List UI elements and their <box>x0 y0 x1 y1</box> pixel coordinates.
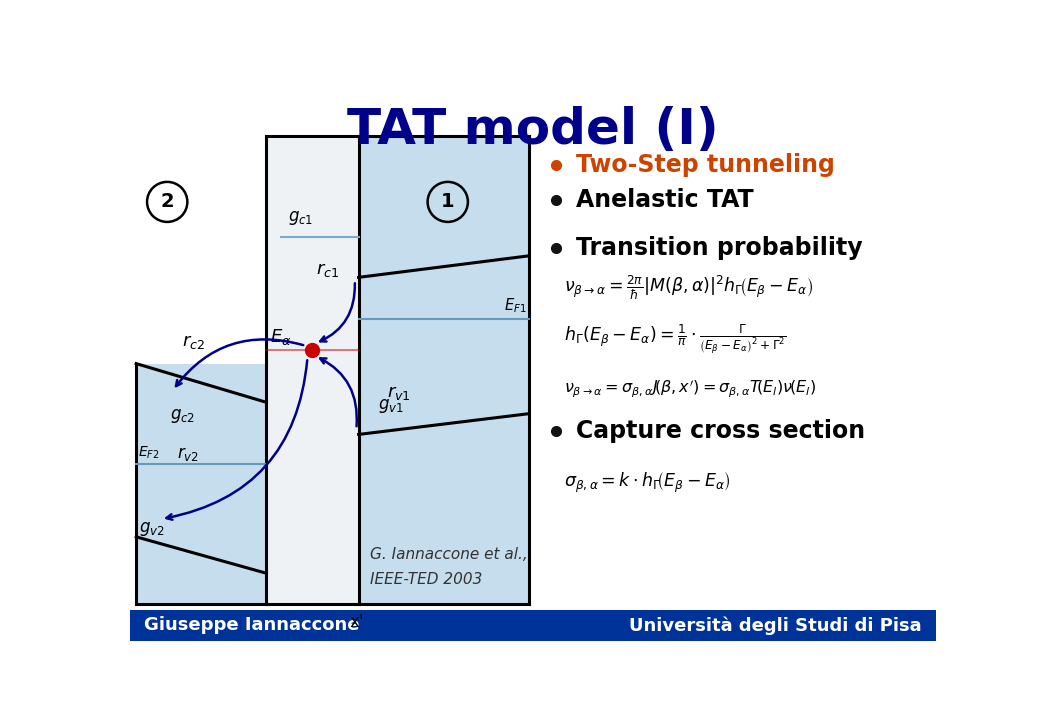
Text: TAT model (I): TAT model (I) <box>347 106 719 153</box>
Text: $\nu_{\beta\rightarrow\alpha} = \frac{2\pi}{\hbar}\left|M\left(\beta,\alpha\righ: $\nu_{\beta\rightarrow\alpha} = \frac{2\… <box>564 274 813 302</box>
Text: 2: 2 <box>160 192 174 212</box>
Text: x': x' <box>349 613 364 631</box>
Bar <box>136 364 265 604</box>
Text: IEEE-TED 2003: IEEE-TED 2003 <box>370 572 483 587</box>
Text: G. Iannaccone et al.,: G. Iannaccone et al., <box>370 547 528 562</box>
Text: Giuseppe Iannaccone: Giuseppe Iannaccone <box>144 616 360 634</box>
Text: Transition probability: Transition probability <box>575 236 862 260</box>
Text: $E_{\alpha}$: $E_{\alpha}$ <box>269 327 291 346</box>
Text: Capture cross section: Capture cross section <box>575 419 864 444</box>
Text: $g_{c1}$: $g_{c1}$ <box>288 209 313 227</box>
Text: 1: 1 <box>441 192 454 212</box>
Text: $g_{v1}$: $g_{v1}$ <box>378 397 404 415</box>
Text: $r_{c2}$: $r_{c2}$ <box>182 333 205 351</box>
Bar <box>359 137 529 604</box>
Text: Università degli Studi di Pisa: Università degli Studi di Pisa <box>629 616 922 634</box>
Text: $g_{v2}$: $g_{v2}$ <box>139 520 165 538</box>
Text: $g_{c2}$: $g_{c2}$ <box>171 407 196 425</box>
Text: $\nu_{\beta\rightarrow\alpha} = \sigma_{\beta,\alpha}J\!\left(\beta,x^{\prime}\r: $\nu_{\beta\rightarrow\alpha} = \sigma_{… <box>564 377 816 399</box>
Bar <box>130 610 936 641</box>
Text: Two-Step tunneling: Two-Step tunneling <box>575 153 834 177</box>
Bar <box>265 137 359 604</box>
Text: $r_{v2}$: $r_{v2}$ <box>177 446 199 464</box>
Text: $E_{F2}$: $E_{F2}$ <box>137 445 159 462</box>
Text: Anelastic TAT: Anelastic TAT <box>575 188 753 212</box>
Text: $E_{F1}$: $E_{F1}$ <box>503 297 526 315</box>
Text: $\sigma_{\beta,\alpha} = k \cdot h_{\Gamma}\!\left(E_{\beta}-E_{\alpha}\right)$: $\sigma_{\beta,\alpha} = k \cdot h_{\Gam… <box>564 471 731 495</box>
Text: $h_{\Gamma}(E_{\beta}-E_{\alpha})=\frac{1}{\pi}\cdot\frac{\Gamma}{\left(E_{\beta: $h_{\Gamma}(E_{\beta}-E_{\alpha})=\frac{… <box>564 322 786 356</box>
Text: $r_{c1}$: $r_{c1}$ <box>316 261 339 279</box>
Text: $r_{v1}$: $r_{v1}$ <box>387 384 411 402</box>
